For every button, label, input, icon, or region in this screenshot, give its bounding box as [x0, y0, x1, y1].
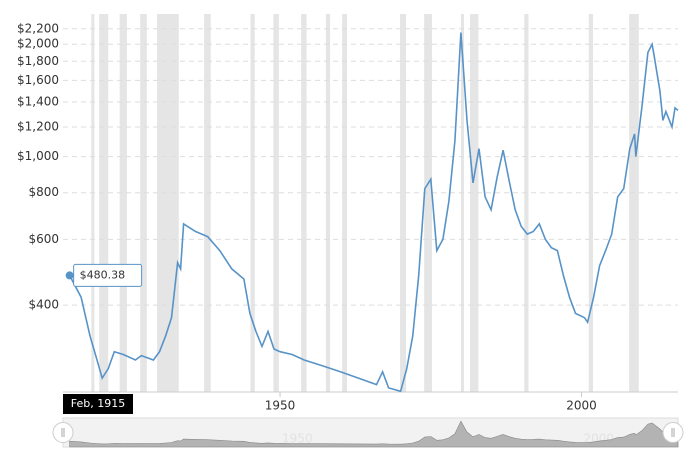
y-tick-label: $600 — [28, 232, 59, 246]
recession-band — [469, 14, 479, 392]
y-tick-label: $1,800 — [17, 54, 59, 68]
recession-band — [301, 14, 307, 392]
y-tick-label: $1,000 — [17, 149, 59, 163]
tooltip-dot — [65, 271, 74, 280]
date-label: Feb, 1915 — [71, 397, 125, 410]
x-tick-label: 2000 — [566, 399, 597, 413]
recession-band — [424, 14, 432, 392]
recession-band — [460, 14, 464, 392]
recession-band — [119, 14, 127, 392]
y-tick-label: $2,000 — [17, 37, 59, 51]
recession-band — [342, 14, 347, 392]
y-tick-label: $1,600 — [17, 73, 59, 87]
navigator-label: 1950 — [282, 432, 313, 446]
navigator-area — [69, 420, 679, 448]
recession-band — [250, 14, 255, 392]
recession-band — [273, 14, 279, 392]
recession-band — [400, 14, 407, 392]
x-tick-label: 1950 — [265, 399, 296, 413]
date-box — [63, 394, 133, 414]
tooltip-box — [73, 263, 143, 287]
recession-band — [91, 14, 95, 392]
recession-band — [524, 14, 529, 392]
y-tick-label: $1,200 — [17, 120, 59, 134]
navigator-handle[interactable] — [662, 422, 684, 443]
y-tick-label: $800 — [28, 185, 59, 199]
recession-band — [325, 14, 331, 392]
y-tick-label: $400 — [28, 298, 59, 312]
y-tick-label: $1,400 — [17, 95, 59, 109]
price-line — [68, 32, 679, 393]
recession-band — [157, 14, 179, 392]
recession-band — [588, 14, 593, 392]
recession-band — [140, 14, 147, 392]
recession-band — [629, 14, 639, 392]
recession-band — [204, 14, 211, 392]
recession-band — [99, 14, 109, 392]
tooltip-value: $480.38 — [80, 268, 126, 281]
y-tick-label: $2,200 — [17, 21, 59, 35]
navigator-handle[interactable] — [52, 422, 74, 443]
